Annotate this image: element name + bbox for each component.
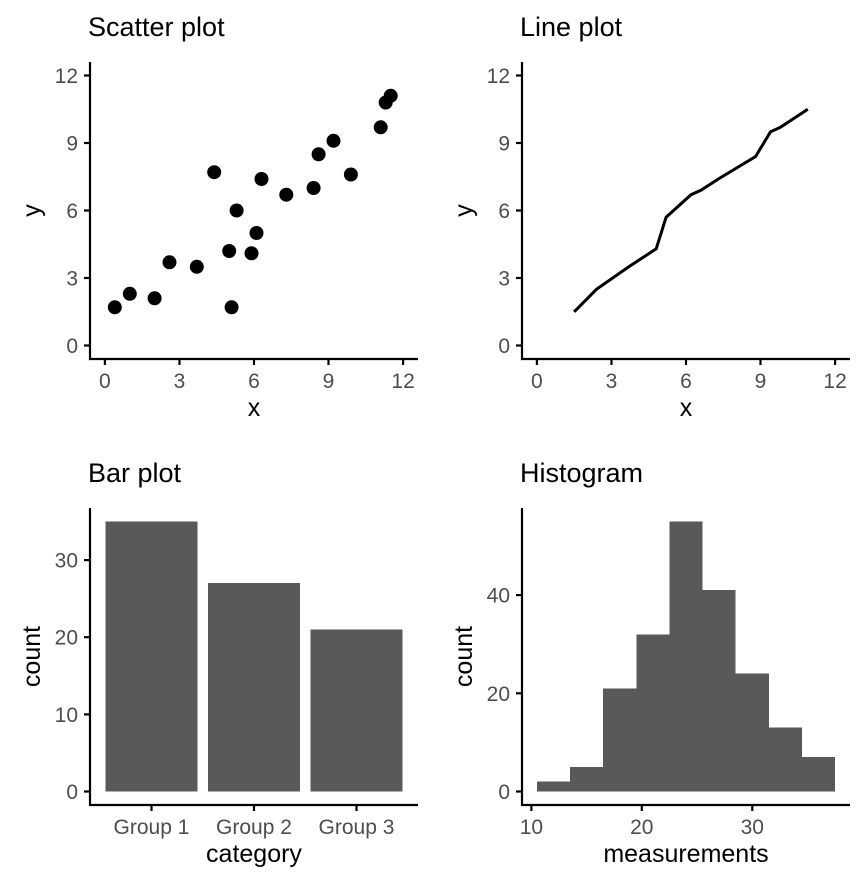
x-tick-label: Group 2 bbox=[216, 816, 292, 839]
y-axis-title: count bbox=[18, 626, 46, 687]
y-tick-label: 10 bbox=[55, 704, 78, 727]
y-axis-title: count bbox=[450, 626, 478, 687]
line-plot-panel: 0 3 6 9 12 0 3 6 9 12 x y Line plot bbox=[432, 0, 864, 446]
y-tick-label: 9 bbox=[66, 133, 78, 156]
x-tick-label: 20 bbox=[630, 816, 653, 839]
y-tick-label: 3 bbox=[498, 268, 510, 291]
data-point-18 bbox=[373, 120, 388, 135]
y-tick-label: 0 bbox=[66, 781, 78, 804]
bar-plot-panel: 0 10 20 30 Group 1 Group 2 Group 3 category coun… bbox=[0, 446, 432, 892]
bar-2 bbox=[207, 583, 301, 792]
x-tick-label: 30 bbox=[741, 816, 764, 839]
y-tick-label: 6 bbox=[66, 200, 78, 223]
data-point-5 bbox=[189, 259, 204, 274]
axis-lines bbox=[88, 508, 418, 807]
scatter-chart: 0 3 6 9 12 0 3 6 9 12 x y bbox=[18, 62, 418, 422]
data-point-7 bbox=[222, 244, 237, 258]
y-axis-title: y bbox=[18, 204, 46, 217]
y-tick-label: 12 bbox=[487, 65, 510, 88]
x-tick-label: 9 bbox=[755, 370, 767, 393]
data-point-13 bbox=[279, 187, 294, 202]
data-point-20 bbox=[383, 88, 398, 103]
data-point-1 bbox=[107, 300, 122, 315]
data-point-4 bbox=[162, 255, 177, 270]
y-tick-label: 20 bbox=[487, 683, 510, 706]
axis-lines bbox=[520, 62, 850, 361]
histogram-bin-5 bbox=[669, 521, 703, 792]
data-point-14 bbox=[306, 181, 321, 195]
y-tick-label: 6 bbox=[498, 200, 510, 223]
data-point-11 bbox=[249, 226, 264, 240]
y-axis-title: y bbox=[450, 204, 478, 217]
x-tick-label: 6 bbox=[680, 370, 692, 393]
bar-plot-title: Bar plot bbox=[88, 458, 182, 488]
data-point-9 bbox=[229, 203, 244, 218]
y-tick-label: 30 bbox=[55, 550, 78, 573]
x-tick-label: 6 bbox=[248, 370, 260, 393]
x-tick-label: 10 bbox=[520, 816, 543, 839]
y-tick-label: 9 bbox=[498, 133, 510, 156]
y-tick-label: 0 bbox=[498, 781, 510, 804]
bar-1 bbox=[105, 521, 198, 792]
bar-3 bbox=[310, 629, 403, 792]
x-axis-title: category bbox=[206, 840, 302, 868]
histogram-bin-6 bbox=[702, 590, 736, 792]
histogram-bin-7 bbox=[735, 673, 769, 792]
histogram-bin-2 bbox=[570, 767, 604, 792]
y-tick-label: 0 bbox=[498, 335, 510, 358]
data-point-6 bbox=[207, 165, 222, 180]
data-point-16 bbox=[326, 133, 341, 148]
y-tick-label: 12 bbox=[55, 65, 78, 88]
histogram-bin-3 bbox=[603, 688, 637, 792]
x-tick-label: 9 bbox=[323, 370, 335, 393]
y-tick-label: 20 bbox=[55, 627, 78, 650]
data-point-12 bbox=[254, 172, 269, 186]
scatter-plot-panel: 0 3 6 9 12 0 3 6 9 12 x y Scatter plot bbox=[0, 0, 432, 446]
scatter-plot-title: Scatter plot bbox=[88, 12, 225, 42]
x-tick-label: 12 bbox=[823, 370, 846, 393]
data-point-10 bbox=[244, 246, 259, 261]
x-axis-title: x bbox=[680, 394, 693, 422]
x-tick-label: 12 bbox=[391, 370, 414, 393]
histogram-bin-4 bbox=[636, 634, 670, 792]
bar-chart: 0 10 20 30 Group 1 Group 2 Group 3 category coun… bbox=[18, 508, 418, 868]
data-point-15 bbox=[311, 147, 326, 162]
x-tick-label: Group 1 bbox=[114, 816, 190, 839]
x-axis-title: measurements bbox=[603, 840, 768, 868]
histogram-panel: 0 20 40 10 20 30 measurements count Histogram bbox=[432, 446, 864, 892]
x-tick-label: Group 3 bbox=[319, 816, 395, 839]
x-tick-label: 3 bbox=[606, 370, 618, 393]
y-tick-label: 0 bbox=[66, 335, 78, 358]
x-tick-label: 3 bbox=[174, 370, 186, 393]
y-tick-label: 3 bbox=[66, 268, 78, 291]
axis-lines bbox=[88, 62, 418, 361]
x-tick-label: 0 bbox=[531, 370, 543, 393]
histogram-title: Histogram bbox=[520, 458, 644, 488]
data-point-8 bbox=[224, 300, 239, 315]
y-tick-label: 40 bbox=[487, 585, 510, 608]
line-plot-title: Line plot bbox=[520, 12, 623, 42]
data-point-2 bbox=[122, 286, 137, 301]
line-chart: 0 3 6 9 12 0 3 6 9 12 x y bbox=[450, 62, 850, 422]
data-point-3 bbox=[147, 291, 162, 306]
histogram-bin-9 bbox=[802, 757, 836, 792]
line-series bbox=[573, 108, 809, 313]
x-axis-title: x bbox=[248, 394, 261, 422]
histogram-bin-8 bbox=[768, 727, 802, 792]
x-tick-label: 0 bbox=[99, 370, 111, 393]
axis-lines bbox=[520, 508, 850, 807]
histogram-bin-1 bbox=[536, 781, 570, 792]
data-point-17 bbox=[343, 167, 358, 182]
